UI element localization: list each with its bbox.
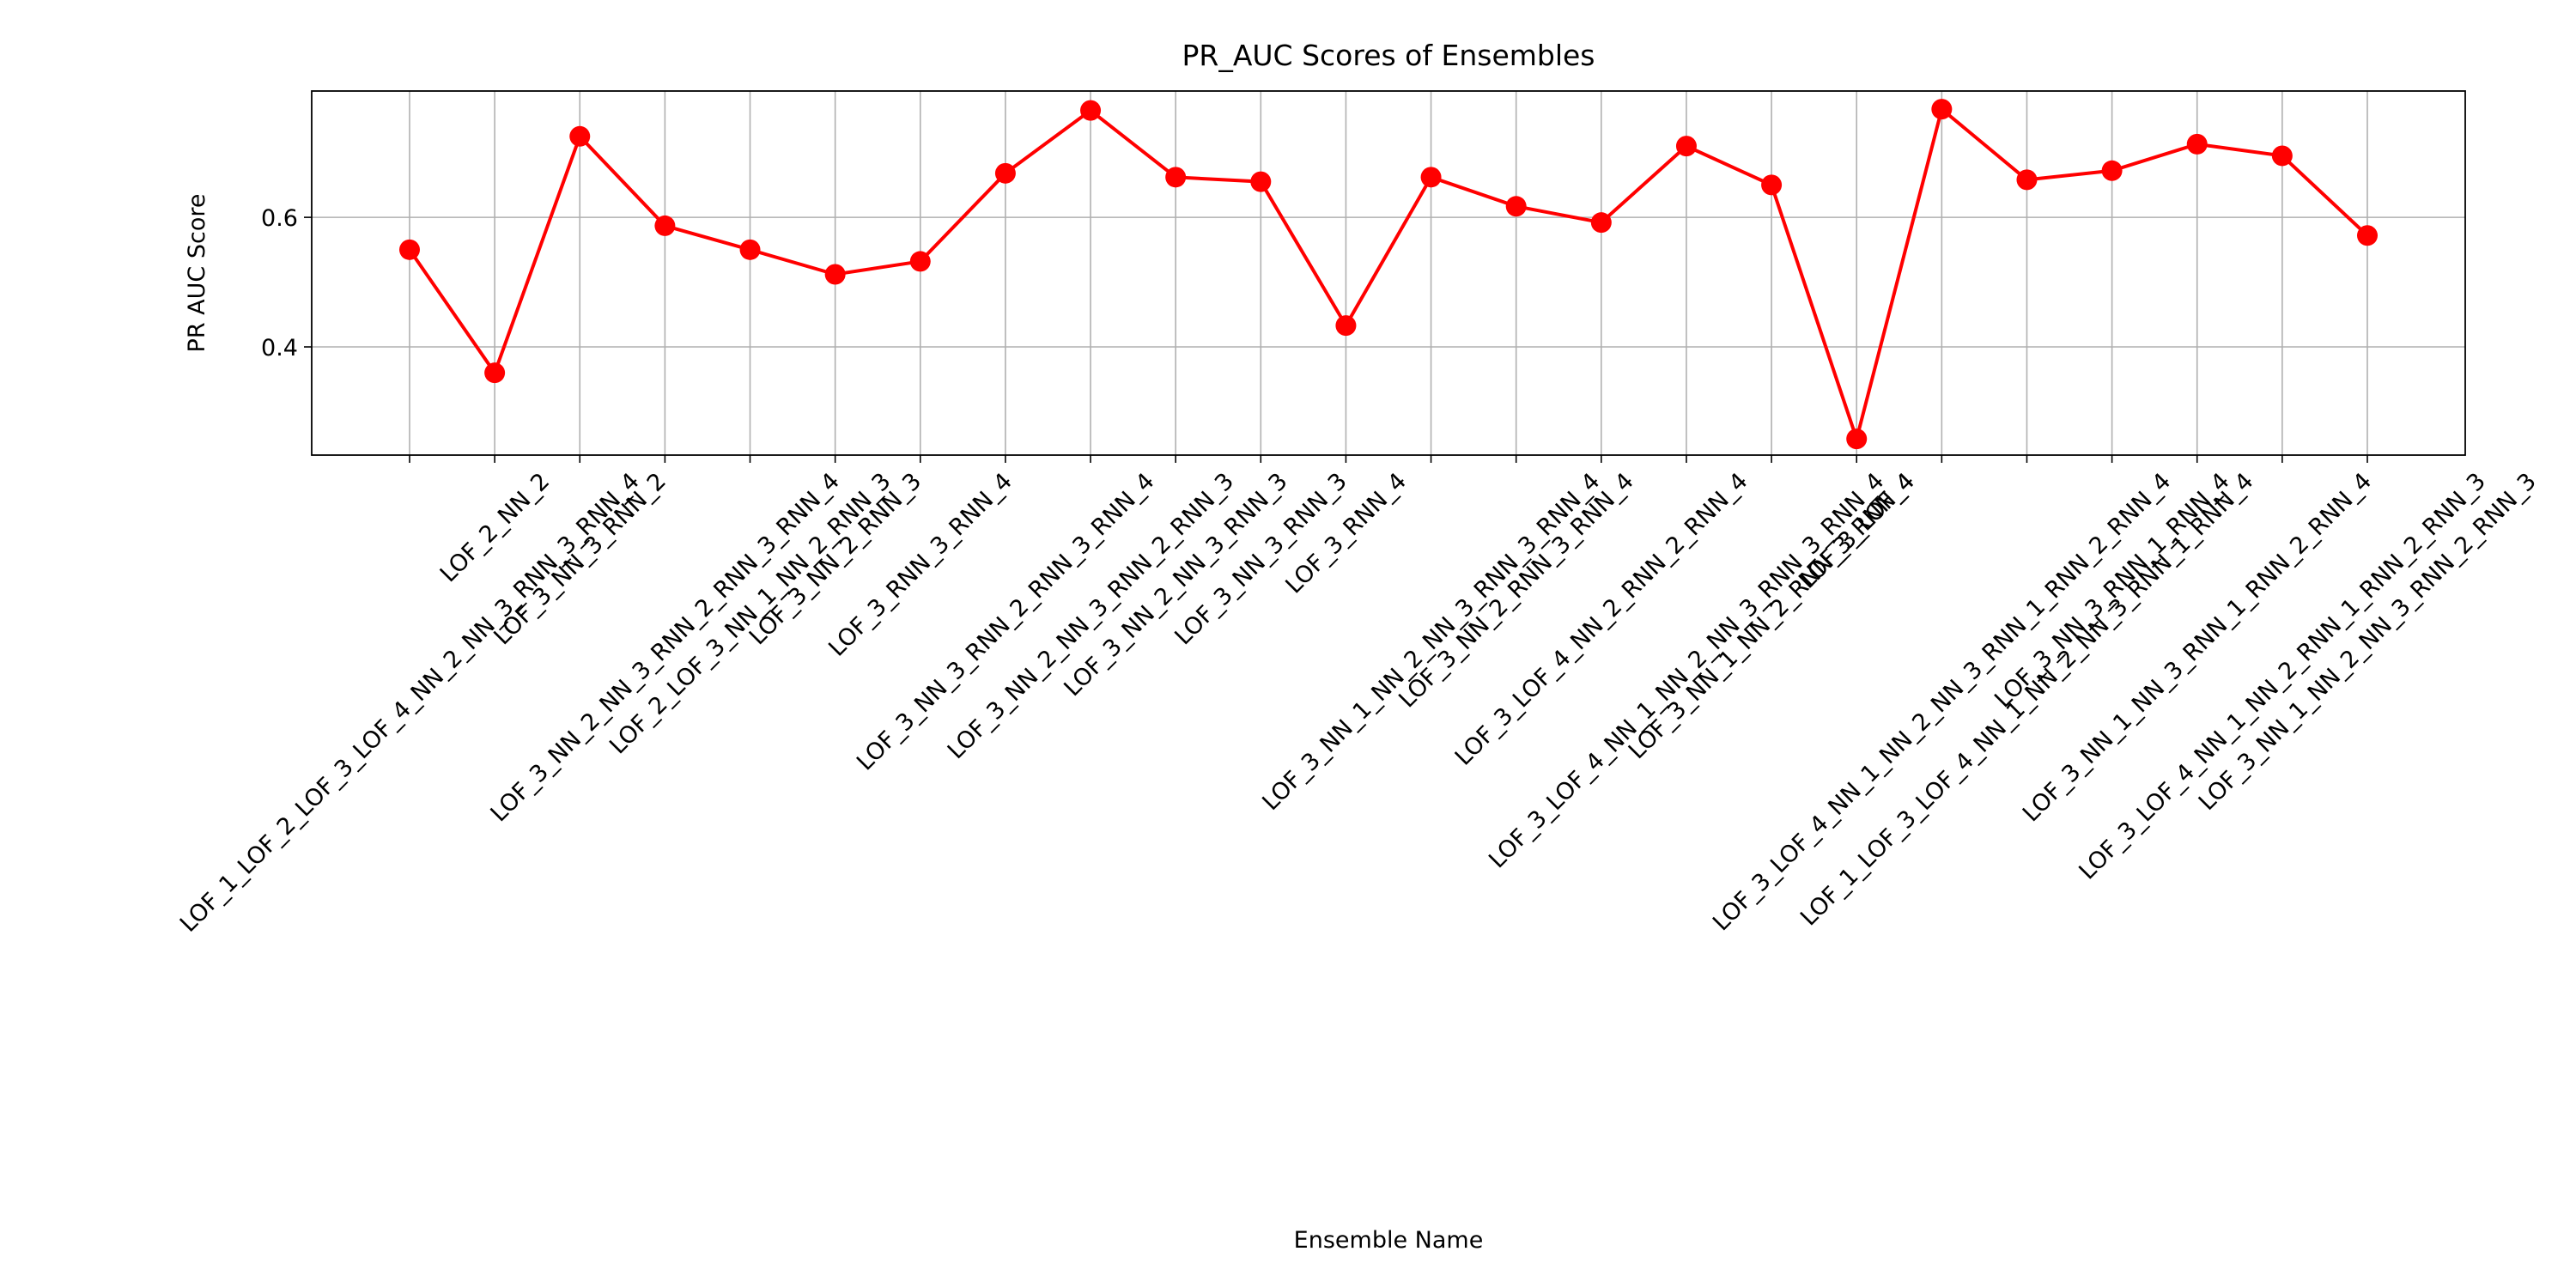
- data-point: [1165, 167, 1187, 188]
- x-tick-label: LOF_3_NN_2_NN_3_RNN_3: [1059, 468, 1292, 702]
- x-axis-label: Ensemble Name: [1294, 1227, 1484, 1254]
- data-point: [1335, 315, 1357, 337]
- y-tick-label: 0.4: [261, 335, 298, 361]
- data-point: [569, 125, 591, 147]
- data-point: [1846, 428, 1868, 450]
- y-tick-label: 0.6: [261, 205, 298, 232]
- data-point: [2271, 145, 2293, 167]
- chart-title: PR_AUC Scores of Ensembles: [1182, 39, 1595, 72]
- data-point: [1761, 174, 1783, 196]
- y-axis-label: PR AUC Score: [184, 194, 210, 353]
- data-point: [2101, 160, 2123, 181]
- data-point: [2357, 225, 2378, 246]
- data-point: [2016, 169, 2038, 191]
- data-point: [484, 362, 506, 384]
- data-point: [1250, 171, 1272, 192]
- x-tick-label: LOF_3_LOF_4_NN_1_NN_2_RNN_1_RNN_2_RNN_3: [2074, 468, 2491, 885]
- data-point: [1590, 212, 1612, 234]
- data-line: [408, 106, 2369, 446]
- x-tick-label: LOF_3_NN_1_NN_2_NN_3_RNN_2_RNN_3: [2194, 468, 2542, 816]
- data-point: [1080, 100, 1102, 121]
- data-point: [1505, 196, 1527, 217]
- data-point: [1931, 99, 1953, 120]
- data-point: [824, 264, 846, 285]
- data-point: [739, 239, 761, 260]
- data-point: [399, 239, 420, 260]
- x-tick-label: LOF_3_NN_3_RNN_1_RNN_4: [1990, 468, 2235, 714]
- data-point: [2186, 133, 2208, 155]
- data-point: [1420, 167, 1442, 188]
- x-tick-label: LOF_1_LOF_2_LOF_3_LOF_4_NN_2_NN_3_RNN_3_…: [175, 468, 645, 938]
- data-point: [654, 215, 676, 236]
- plot-frame: [311, 90, 2466, 456]
- data-point: [1675, 136, 1697, 157]
- x-tick-label: LOF_3_NN_2_RNN_3_RNN_4: [1394, 468, 1639, 714]
- data-point: [909, 251, 931, 272]
- x-tick-label: LOF_3_NN_2_NN_3_RNN_2_RNN_3_RNN_4: [486, 468, 845, 827]
- data-point: [994, 162, 1016, 184]
